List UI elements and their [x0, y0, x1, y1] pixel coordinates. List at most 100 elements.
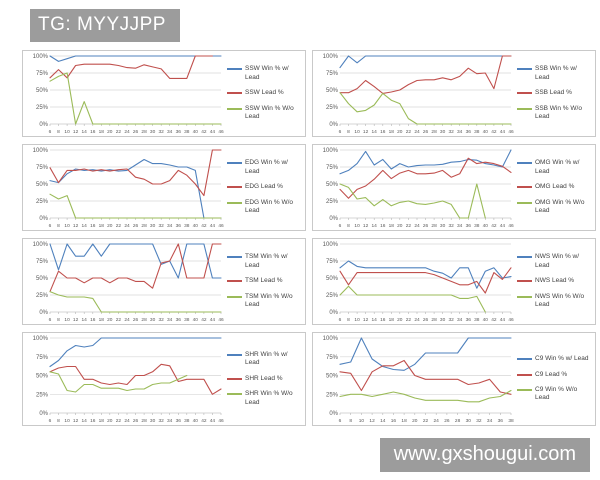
x-tick-label: 12 — [73, 317, 79, 323]
x-tick-label: 36 — [466, 129, 472, 135]
y-tick-label: 25% — [36, 293, 49, 299]
x-tick-label: 42 — [491, 129, 497, 135]
x-tick-label: 14 — [82, 223, 88, 229]
y-tick-label: 25% — [326, 392, 339, 398]
x-tick-label: 40 — [483, 317, 489, 323]
series-line — [49, 55, 213, 79]
x-tick-label: 38 — [184, 223, 190, 229]
y-tick-label: 0% — [39, 216, 48, 222]
ssw-legend: SSW Win % w/ Lead SSW Lead % SSW Win % W/o… — [227, 51, 305, 136]
legend-label: OMG Lead % — [535, 183, 575, 191]
x-tick-label: 42 — [201, 317, 207, 323]
x-tick-label: 46 — [218, 129, 224, 135]
x-tick-label: 22 — [406, 129, 412, 135]
x-tick-label: 8 — [347, 317, 350, 323]
x-tick-label: 38 — [474, 223, 480, 229]
x-tick-label: 32 — [159, 129, 165, 135]
legend-line-sample — [227, 201, 242, 204]
y-tick-label: 50% — [326, 88, 339, 94]
x-tick-label: 26 — [444, 418, 450, 424]
legend-line-sample — [227, 68, 242, 71]
x-tick-label: 12 — [369, 418, 375, 424]
x-tick-label: 30 — [440, 317, 446, 323]
x-tick-label: 14 — [82, 129, 88, 135]
chart-panel-omg: 0% 25% 50% 75% 100% 6 8 10 12 14 16 18 20 22 24 26 28 30 3… — [312, 144, 596, 231]
x-tick-label: 44 — [210, 317, 216, 323]
y-tick-label: 75% — [326, 355, 339, 361]
x-tick-label: 32 — [159, 418, 165, 424]
legend-line-sample — [227, 393, 242, 396]
y-tick-label: 50% — [326, 182, 339, 188]
legend-line-sample — [517, 280, 532, 283]
x-tick-label: 30 — [466, 418, 472, 424]
series-line — [49, 291, 222, 313]
y-tick-label: 25% — [326, 199, 339, 205]
series-line — [49, 243, 222, 279]
x-tick-label: 10 — [64, 223, 70, 229]
x-tick-label: 6 — [339, 129, 342, 135]
legend-line-sample — [517, 68, 532, 71]
x-tick-label: 30 — [440, 129, 446, 135]
x-tick-label: 30 — [150, 418, 156, 424]
x-tick-label: 20 — [107, 129, 113, 135]
series-line — [339, 55, 512, 94]
x-tick-label: 28 — [455, 418, 461, 424]
series-line — [49, 55, 222, 62]
x-tick-label: 38 — [474, 317, 480, 323]
x-tick-label: 16 — [380, 317, 386, 323]
ssb-chart: 0%25%50%75%100%6 8 10 12 14 16 18 20 22 24 26 28 30 3… — [323, 54, 514, 135]
nws-legend-item-1: NWS Lead % — [517, 277, 593, 285]
legend-label: NWS Win % W/o Lead — [535, 292, 585, 309]
c9-legend-item-0: C9 Win % w/ Lead — [517, 355, 593, 363]
x-tick-label: 26 — [133, 418, 139, 424]
legend-line-sample — [517, 389, 532, 391]
tsm-chart: 0%25%50%75%100%6 8 10 12 14 16 18 20 22 24 26 28 30 3… — [33, 242, 224, 323]
x-tick-label: 44 — [500, 223, 506, 229]
y-tick-label: 25% — [326, 293, 339, 299]
x-tick-label: 24 — [414, 223, 420, 229]
x-tick-label: 8 — [347, 129, 350, 135]
x-tick-label: 16 — [90, 223, 96, 229]
omg-chart: 0%25%50%75%100%6 8 10 12 14 16 18 20 22 24 26 28 30 3… — [323, 148, 514, 229]
x-tick-label: 20 — [107, 418, 113, 424]
y-tick-label: 25% — [36, 392, 49, 398]
legend-line-sample — [227, 92, 242, 95]
x-tick-label: 36 — [176, 223, 182, 229]
x-tick-label: 24 — [124, 418, 130, 424]
chart-panel-tsm: 0% 25% 50% 75% 100% 6 8 10 12 14 16 18 20 22 24 26 28 30 3… — [22, 238, 306, 325]
legend-label: SSW Win % W/o Lead — [245, 104, 294, 121]
legend-line-sample — [227, 162, 242, 165]
shr-chart: 0%25%50%75%100%6 8 10 12 14 16 18 20 22 24 26 28 30 3… — [33, 336, 224, 424]
series-line — [339, 260, 512, 289]
x-tick-label: 46 — [508, 223, 514, 229]
tsm-legend-item-0: TSM Win % w/ Lead — [227, 253, 303, 270]
legend-label: SSW Lead % — [245, 89, 284, 97]
x-tick-label: 12 — [363, 223, 369, 229]
x-tick-label: 30 — [440, 223, 446, 229]
x-tick-label: 6 — [49, 317, 52, 323]
x-tick-label: 34 — [457, 223, 463, 229]
legend-label: TSM Lead % — [245, 277, 283, 285]
y-tick-label: 25% — [36, 105, 49, 111]
legend-line-sample — [517, 201, 532, 204]
legend-label: SSB Win % w/ Lead — [535, 65, 577, 81]
y-tick-label: 0% — [39, 122, 48, 128]
shr-legend-item-2: SHR Win % W/o Lead — [227, 390, 303, 407]
x-tick-label: 38 — [184, 418, 190, 424]
x-tick-label: 12 — [73, 418, 79, 424]
x-tick-label: 16 — [380, 223, 386, 229]
x-tick-label: 12 — [363, 317, 369, 323]
y-tick-label: 100% — [33, 148, 49, 154]
y-tick-label: 50% — [326, 276, 339, 282]
y-tick-label: 0% — [329, 411, 338, 417]
x-tick-label: 36 — [176, 418, 182, 424]
x-tick-label: 18 — [389, 129, 395, 135]
x-tick-label: 24 — [414, 317, 420, 323]
legend-line-sample — [517, 107, 532, 110]
x-tick-label: 28 — [431, 317, 437, 323]
x-tick-label: 24 — [434, 418, 440, 424]
x-tick-label: 18 — [99, 418, 105, 424]
shr-legend-item-0: SHR Win % w/ Lead — [227, 351, 303, 368]
x-tick-label: 20 — [397, 317, 403, 323]
omg-legend: OMG Win % w/ Lead OMG Lead % OMG Win % W/o… — [517, 145, 595, 230]
